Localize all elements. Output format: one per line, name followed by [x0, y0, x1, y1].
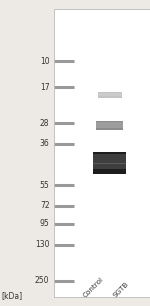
FancyBboxPatch shape	[98, 92, 122, 98]
FancyBboxPatch shape	[98, 95, 122, 96]
FancyBboxPatch shape	[93, 159, 126, 164]
FancyBboxPatch shape	[96, 124, 123, 126]
FancyBboxPatch shape	[96, 122, 123, 124]
Text: Control: Control	[82, 276, 105, 298]
FancyBboxPatch shape	[98, 92, 122, 94]
Text: 55: 55	[40, 181, 50, 190]
Text: SGTB: SGTB	[112, 280, 130, 298]
FancyBboxPatch shape	[93, 163, 126, 169]
FancyBboxPatch shape	[93, 152, 126, 174]
Text: 10: 10	[40, 57, 50, 66]
FancyBboxPatch shape	[98, 94, 122, 95]
Text: 28: 28	[40, 118, 50, 128]
Text: 72: 72	[40, 201, 50, 210]
Text: 95: 95	[40, 219, 50, 229]
FancyBboxPatch shape	[96, 121, 123, 130]
FancyBboxPatch shape	[54, 9, 150, 297]
FancyBboxPatch shape	[96, 126, 123, 128]
Text: 250: 250	[35, 276, 50, 285]
Text: 36: 36	[40, 139, 50, 148]
Text: 130: 130	[35, 240, 50, 249]
FancyBboxPatch shape	[93, 154, 126, 159]
Text: [kDa]: [kDa]	[2, 291, 23, 300]
Text: 17: 17	[40, 83, 50, 92]
